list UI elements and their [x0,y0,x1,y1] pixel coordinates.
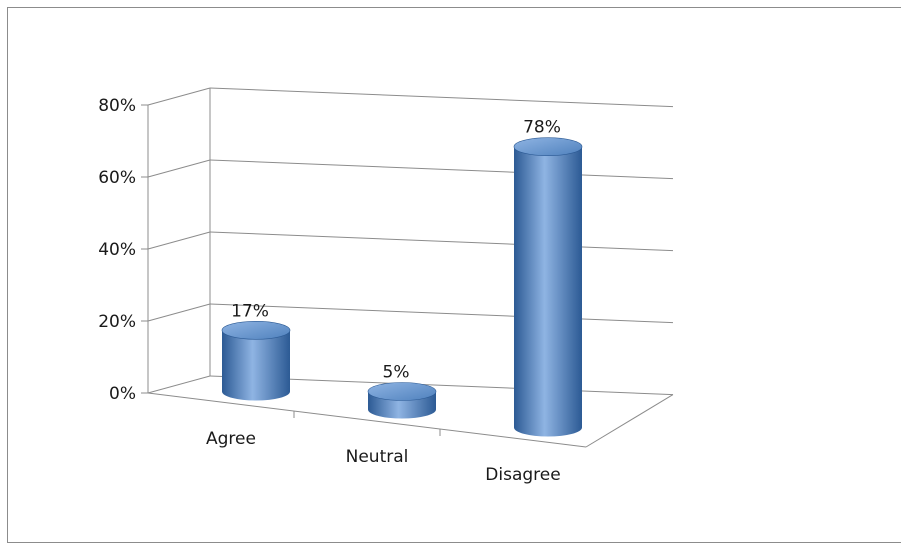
y-tick-label-2: 40% [98,240,136,260]
gridline-side-1 [147,303,211,322]
x-tick-label-agree: Agree [206,429,256,449]
x-tick-label-disagree: Disagree [485,465,560,485]
labels-layer: 17% Agree 5% Neutral 78% Disagree [206,118,561,485]
bar-neutral [367,382,437,419]
bar-disagree [513,137,583,437]
gridline-back-1 [209,303,674,324]
data-label-neutral: 5% [383,363,410,383]
x-axis-line [147,392,587,448]
gridline-back-4 [209,87,674,108]
gridline-side-2 [147,231,211,250]
gridline-side-4 [147,87,211,106]
data-label-agree: 17% [231,301,269,321]
y-tick-label-3: 60% [98,168,136,188]
gridline-back-2 [209,231,674,252]
y-tick-label-4: 80% [98,96,136,116]
x-tick-label-neutral: Neutral [346,447,409,467]
y-tick-label-1: 20% [98,312,136,332]
bar-cap-disagree [513,137,583,156]
gridline-back-3 [209,159,674,180]
gridline-side-0 [147,375,211,394]
floor-right-edge [585,394,674,448]
gridline-side-3 [147,159,211,178]
bars-layer [221,137,583,437]
bar-body-agree [222,330,290,401]
y-tick-label-0: 0% [109,384,136,404]
bar-cap-agree [221,320,291,340]
data-label-disagree: 78% [523,118,561,138]
bar-body-disagree [514,146,582,437]
bar-cap-neutral [367,382,437,401]
cylinder-bar-chart: 0% 20% 40% 60% 80% 17% Agree 5% Neutral 78% Disag… [98,87,674,485]
chart-frame: 0% 20% 40% 60% 80% 17% Agree 5% Neutral 78% Disag… [7,7,901,543]
bar-agree [221,320,291,401]
